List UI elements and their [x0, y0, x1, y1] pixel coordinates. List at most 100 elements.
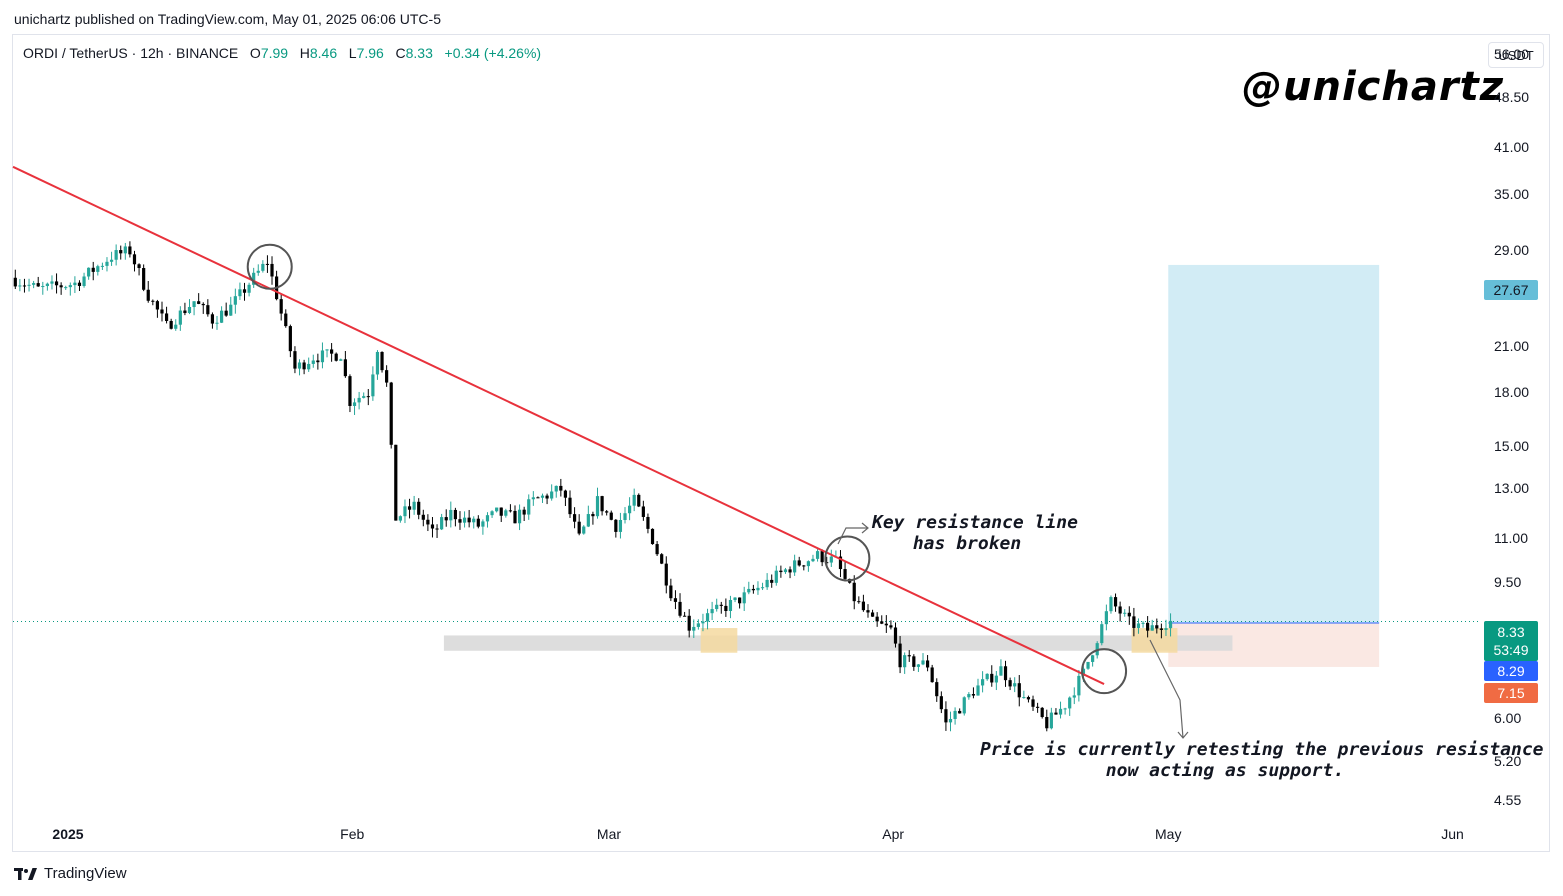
candle-down [224, 310, 228, 316]
candle-up [1086, 661, 1090, 669]
candle-down [738, 597, 742, 604]
resistance-trendline[interactable] [12, 165, 1105, 685]
candle-up [582, 526, 586, 534]
candle-up [815, 551, 820, 559]
candle-down [719, 604, 723, 606]
candle-down [36, 283, 40, 287]
candle-down [971, 694, 976, 696]
candle-down [284, 313, 288, 327]
candle-down [77, 282, 82, 286]
candle-up [375, 351, 380, 375]
candle-down [568, 497, 572, 515]
annotation-line: Price is currently retesting the previou… [980, 739, 1544, 760]
y-tick-label: 48.50 [1494, 89, 1530, 106]
candle-up [994, 675, 998, 683]
x-tick-label: Mar [596, 826, 622, 842]
candle-down [476, 518, 480, 527]
candle-up [595, 496, 600, 517]
candle-down [137, 264, 141, 269]
y-tick-label: 15.00 [1494, 437, 1530, 454]
candle-down [1045, 717, 1049, 729]
candle-up [747, 588, 751, 593]
candle-down [889, 625, 893, 628]
y-tick-label: 41.00 [1494, 139, 1530, 156]
candle-down [925, 660, 930, 668]
candle-down [1127, 612, 1131, 617]
candle-down [646, 516, 650, 529]
candle-up [1081, 668, 1086, 676]
candle-up [783, 569, 788, 573]
author-watermark: @unichartz [1242, 64, 1504, 110]
candle-down [591, 514, 595, 517]
candle-up [829, 556, 833, 563]
candle-down [183, 310, 187, 314]
candle-down [893, 627, 898, 644]
candle-up [109, 259, 114, 262]
candle-down [605, 511, 609, 513]
candle-up [490, 511, 494, 516]
tradingview-logo[interactable]: TradingView [14, 865, 127, 882]
candle-down [132, 254, 137, 265]
candle-down [417, 501, 421, 515]
open-label: O [249, 45, 261, 61]
candle-down [898, 643, 902, 668]
candle-down [270, 263, 274, 277]
candle-down [1146, 622, 1150, 631]
candle-up [1109, 597, 1113, 612]
candle-down [857, 601, 861, 603]
candle-down [852, 582, 856, 602]
annotation-resistance-broken: Key resistance line has broken [872, 512, 1078, 554]
candle-down [563, 490, 568, 498]
candle-up [980, 679, 985, 686]
candle-up [710, 609, 714, 614]
candle-down [637, 494, 641, 507]
candle-down [22, 285, 27, 287]
low-value: 7.96 [356, 45, 384, 61]
candle-down [394, 444, 398, 521]
candle-up [586, 514, 590, 527]
candle-down [600, 496, 604, 512]
candle-up [462, 517, 467, 523]
candle-up [550, 491, 554, 499]
candle-up [1063, 708, 1067, 710]
candle-down [1159, 628, 1163, 630]
currency-button[interactable]: USDT [1488, 42, 1544, 68]
marker-circle [246, 243, 293, 290]
candle-down [1008, 680, 1012, 687]
candle-down [990, 673, 994, 683]
target-zone [1168, 264, 1380, 623]
candle-up [531, 497, 535, 500]
candle-up [811, 558, 815, 562]
candle-down [1040, 707, 1044, 718]
candle-up [1141, 622, 1145, 624]
candle-up [187, 306, 192, 314]
candle-down [293, 351, 297, 369]
candle-up [1058, 708, 1063, 715]
candle-down [545, 495, 549, 499]
brand-name: TradingView [44, 865, 127, 882]
candle-down [838, 556, 843, 570]
candle-up [705, 613, 710, 622]
annotation-retest: Price is currently retesting the previou… [980, 739, 1544, 781]
support-zone [443, 635, 1233, 651]
candle-down [880, 621, 884, 624]
candle-down [151, 300, 155, 302]
candle-up [1068, 697, 1072, 709]
x-tick-label: Apr [882, 826, 905, 842]
marker-circle [824, 535, 871, 582]
candle-up [692, 626, 696, 631]
candle-up [105, 261, 109, 266]
candle-up [352, 402, 357, 406]
candle-up [793, 560, 797, 573]
candle-up [632, 494, 636, 506]
candle-up [1150, 625, 1154, 631]
open-value: 7.99 [260, 45, 289, 61]
candle-up [371, 374, 375, 397]
change-value: +0.34 (+4.26%) [444, 45, 542, 61]
candle-down [444, 517, 448, 521]
candle-up [261, 263, 265, 271]
symbol-legend: ORDI / TetherUS · 12h · BINANCE O7.99 H8… [23, 45, 541, 61]
candle-up [472, 518, 476, 523]
y-tick-label: 18.00 [1494, 383, 1530, 400]
